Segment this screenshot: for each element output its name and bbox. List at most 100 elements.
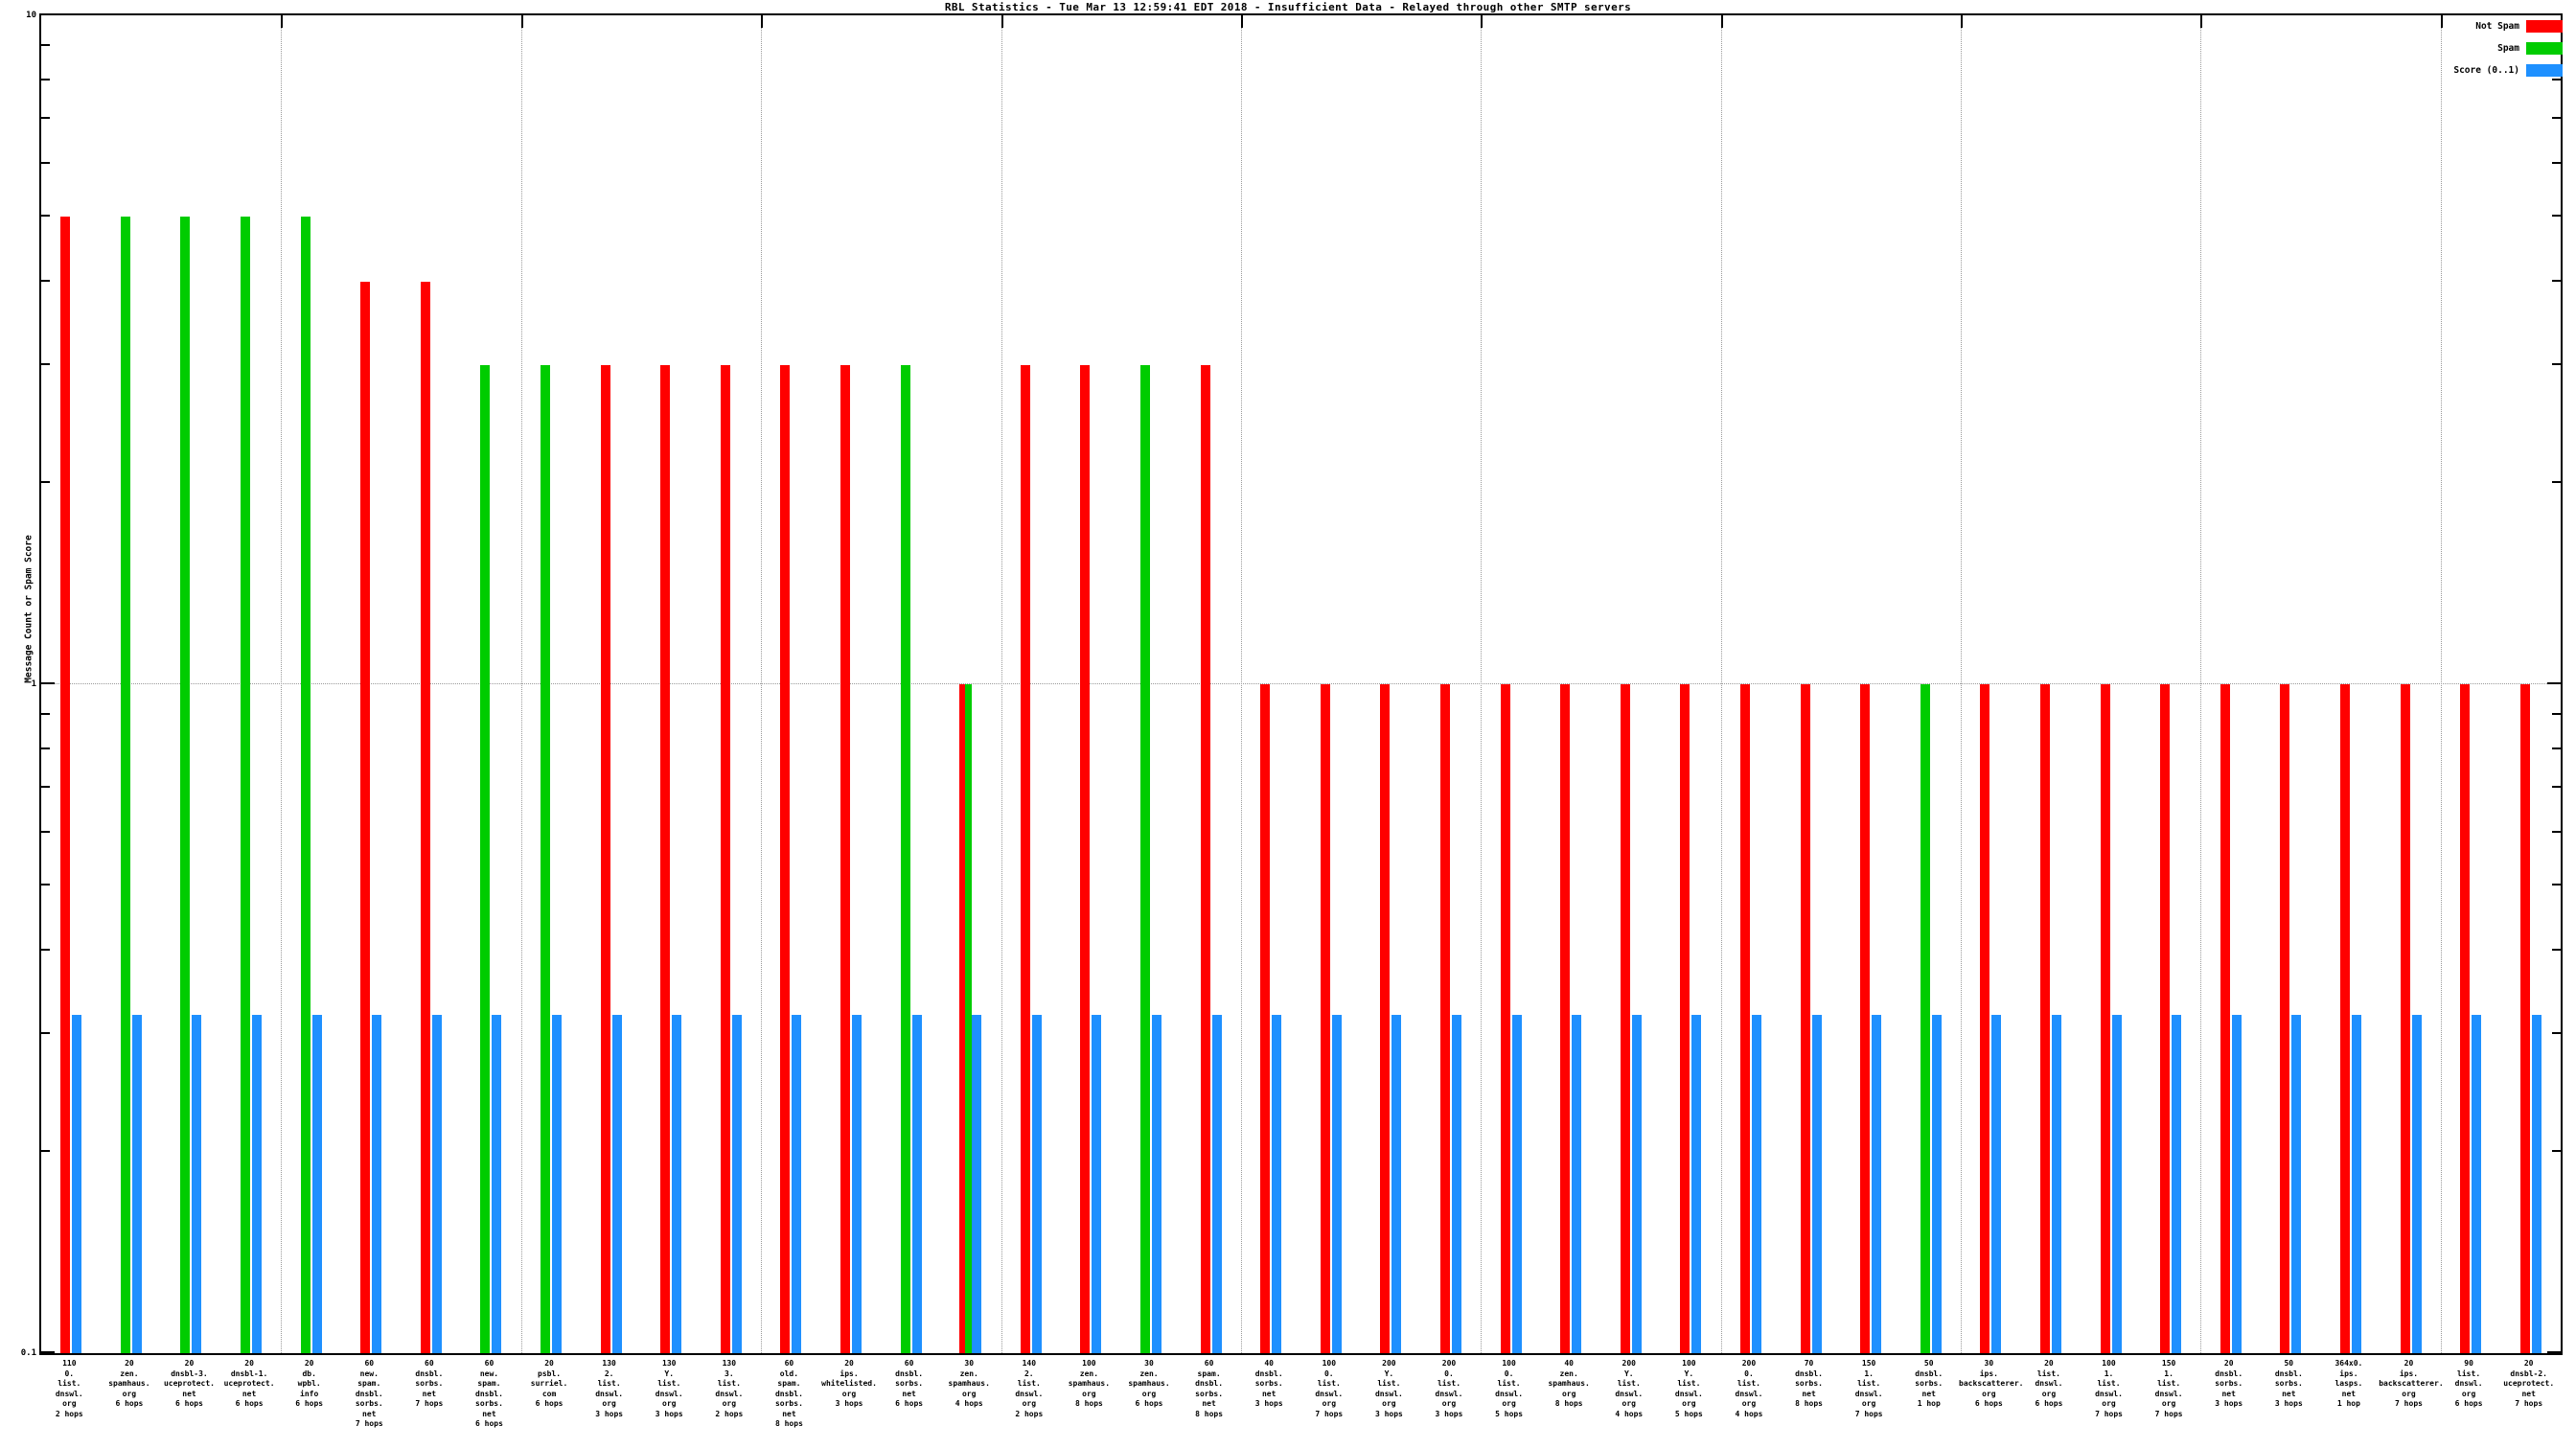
x-label-host-part: sorbs. — [1915, 1379, 1944, 1388]
x-label-host-part: net — [2221, 1389, 2236, 1398]
x-axis-tick — [521, 15, 523, 28]
y-axis-tick-label: 0.1 — [20, 1348, 36, 1358]
x-label-host-part: ips. — [840, 1368, 859, 1378]
x-label-host-part: dnsbl. — [2274, 1368, 2303, 1378]
bar-spam — [900, 364, 910, 1353]
bar-score — [1272, 1015, 1282, 1353]
x-label-hops: 3 hops — [2215, 1399, 2243, 1408]
x-label-count: 364x0. — [2334, 1359, 2363, 1368]
legend-item-label: Score (0..1) — [2453, 64, 2519, 76]
bar-score — [1991, 1015, 2002, 1353]
x-label-host-part: wpbl. — [297, 1379, 321, 1388]
x-label-host-part: net — [782, 1409, 796, 1418]
y-axis-tick — [2552, 786, 2561, 789]
x-axis-tick-label: 130 3. list. dnswl. org 2 hops — [700, 1359, 760, 1419]
x-label-count: 100 — [1082, 1359, 1096, 1368]
x-label-count: 60 — [425, 1359, 434, 1368]
y-axis-tick — [2552, 948, 2561, 951]
x-label-hops: 7 hops — [2515, 1399, 2543, 1408]
x-label-host-part: org — [2102, 1399, 2116, 1408]
x-label-count: 140 — [1022, 1359, 1037, 1368]
bar-not-spam — [2160, 684, 2171, 1353]
x-axis-tick-label: 20 db. wpbl. info 6 hops — [279, 1359, 339, 1410]
bar-not-spam — [660, 364, 671, 1353]
x-label-host-part: org — [2402, 1389, 2416, 1398]
legend-item: Spam — [2497, 41, 2563, 55]
x-label-host-part: new. — [359, 1368, 379, 1378]
x-label-host-part: Y. — [664, 1368, 675, 1378]
x-label-host-part: dnsbl. — [895, 1368, 924, 1378]
x-label-host-part: net — [182, 1389, 196, 1398]
x-label-host-part: org — [1622, 1399, 1636, 1408]
y-axis-tick — [41, 747, 50, 749]
x-label-hops: 6 hops — [895, 1399, 924, 1408]
x-axis-tick — [281, 15, 283, 28]
x-axis-tick-label: 100 1. list. dnswl. org 7 hops — [2079, 1359, 2139, 1419]
vertical-gridline — [761, 15, 762, 1353]
bar-not-spam — [1620, 684, 1630, 1353]
x-label-count: 60 — [784, 1359, 794, 1368]
x-axis-tick-label: 60 spam. dnsbl. sorbs. net 8 hops — [1179, 1359, 1239, 1419]
x-label-host-part: org — [2161, 1399, 2176, 1408]
x-label-host-part: Y. — [1684, 1368, 1694, 1378]
x-axis-tick-label: 364x0. ips. lasps. net 1 hop — [2319, 1359, 2380, 1410]
x-label-hops: 6 hops — [1135, 1399, 1163, 1408]
bar-score — [1331, 1015, 1342, 1353]
x-axis-tick-label: 60 new. spam. dnsbl. sorbs. net 7 hops — [339, 1359, 400, 1430]
x-label-count: 130 — [722, 1359, 737, 1368]
y-axis-tick — [2552, 1149, 2561, 1152]
x-label-host-part: list. — [1377, 1379, 1401, 1388]
legend-color-swatch — [2526, 63, 2563, 77]
x-label-host-part: 0. — [64, 1368, 75, 1378]
y-axis-tick — [2552, 78, 2561, 80]
bar-not-spam — [1080, 364, 1091, 1353]
bar-not-spam — [1739, 684, 1750, 1353]
vertical-gridline — [1481, 15, 1482, 1353]
y-axis-tick — [2552, 362, 2561, 365]
bar-spam — [180, 217, 191, 1353]
x-label-host-part: Y. — [1623, 1368, 1634, 1378]
x-label-host-part: spam. — [1197, 1368, 1221, 1378]
bar-score — [2231, 1015, 2242, 1353]
x-label-host-part: dnswl. — [655, 1389, 683, 1398]
x-label-host-part: spamhaus. — [1068, 1379, 1111, 1388]
x-label-host-part: dnswl. — [2154, 1389, 2183, 1398]
x-label-hops: 7 hops — [1315, 1409, 1344, 1418]
x-label-host-part: dnswl. — [1315, 1389, 1344, 1398]
bar-not-spam — [360, 281, 371, 1353]
y-axis-tick — [41, 117, 50, 120]
x-label-host-part: sorbs. — [355, 1399, 383, 1408]
y-axis-tick — [41, 830, 50, 833]
x-label-host-part: list. — [2457, 1368, 2481, 1378]
bar-score — [1811, 1015, 1822, 1353]
bar-not-spam — [2339, 684, 2350, 1353]
y-axis-tick — [2552, 480, 2561, 483]
bar-not-spam — [780, 364, 791, 1353]
x-label-host-part: org — [662, 1399, 677, 1408]
bar-score — [1092, 1015, 1102, 1353]
x-label-hops: 8 hops — [1074, 1399, 1103, 1408]
bar-not-spam — [2039, 684, 2050, 1353]
x-axis-tick — [1961, 15, 1963, 28]
x-label-hops: 6 hops — [295, 1399, 324, 1408]
x-axis-tick-label: 60 dnsbl. sorbs. net 6 hops — [879, 1359, 939, 1410]
x-label-host-part: sorbs. — [895, 1379, 924, 1388]
x-label-host-part: dnswl. — [2095, 1389, 2123, 1398]
x-label-host-part: sorbs. — [1795, 1379, 1823, 1388]
x-label-hops: 2 hops — [1015, 1409, 1044, 1418]
x-label-host-part: net — [1802, 1389, 1816, 1398]
bar-not-spam — [1020, 364, 1030, 1353]
x-label-host-part: list. — [1017, 1379, 1041, 1388]
x-axis-tick-label: 20 dnsbl-2. uceprotect. net 7 hops — [2498, 1359, 2559, 1410]
x-axis-tick-label: 60 old. spam. dnsbl. sorbs. net 8 hops — [759, 1359, 819, 1430]
x-label-count: 20 — [844, 1359, 854, 1368]
y-axis-tick — [2552, 884, 2561, 886]
x-label-host-part: org — [1561, 1389, 1576, 1398]
x-label-count: 30 — [964, 1359, 975, 1368]
y-axis-tick — [2552, 747, 2561, 749]
x-label-host-part: uceprotect. — [163, 1379, 215, 1388]
bar-not-spam — [840, 364, 851, 1353]
y-axis-tick — [2552, 215, 2561, 218]
bar-score — [2351, 1015, 2361, 1353]
bar-score — [2111, 1015, 2122, 1353]
